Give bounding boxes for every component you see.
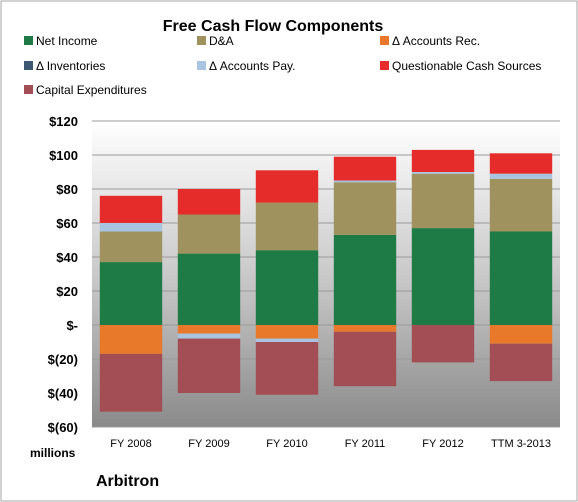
bar-accounts-pay bbox=[99, 223, 163, 232]
y-tick-label: $(20) bbox=[48, 352, 78, 367]
legend-label-net-income: Net Income bbox=[36, 34, 98, 48]
y-tick-label: $60 bbox=[56, 216, 78, 231]
bar-questionable-cash-sources bbox=[489, 153, 553, 174]
y-axis-unit-label: millions bbox=[30, 446, 76, 460]
company-name: Arbitron bbox=[96, 473, 159, 490]
bar-capital-expenditures bbox=[411, 325, 475, 363]
legend-label-inventories: Δ Inventories bbox=[36, 59, 105, 73]
bar-accounts-rec bbox=[255, 325, 319, 339]
legend-label-d-a: D&A bbox=[209, 34, 234, 48]
bar-questionable-cash-sources bbox=[99, 195, 163, 223]
x-tick-label: FY 2008 bbox=[110, 438, 151, 450]
legend-swatch-net-income bbox=[24, 36, 33, 45]
bar-questionable-cash-sources bbox=[177, 189, 241, 215]
bar-accounts-rec bbox=[177, 325, 241, 334]
bar-net-income bbox=[177, 253, 241, 325]
y-tick-label: $(40) bbox=[48, 386, 78, 401]
bar-accounts-rec bbox=[333, 325, 397, 332]
y-tick-label: $80 bbox=[56, 182, 78, 197]
legend-swatch-accounts-rec bbox=[380, 36, 389, 45]
y-tick-label: $40 bbox=[56, 250, 78, 265]
legend: Net Income D&A Δ Accounts Rec. Δ Inventorie… bbox=[24, 34, 541, 97]
bar-accounts-rec bbox=[489, 325, 553, 344]
bar-capital-expenditures bbox=[333, 331, 397, 387]
bar-questionable-cash-sources bbox=[333, 156, 397, 181]
bar-d-a bbox=[333, 182, 397, 235]
bar-net-income bbox=[99, 262, 163, 325]
bar-d-a bbox=[177, 214, 241, 254]
x-axis: FY 2008 FY 2009 FY 2010 FY 2011 FY 2012 TTM 3… bbox=[110, 438, 551, 450]
y-tick-label: $20 bbox=[56, 284, 78, 299]
x-tick-label: FY 2011 bbox=[345, 438, 386, 450]
bar-accounts-rec bbox=[99, 325, 163, 354]
legend-swatch-capital-expenditures bbox=[24, 85, 33, 94]
bar-capital-expenditures bbox=[255, 342, 319, 395]
chart-title: Free Cash Flow Components bbox=[163, 18, 384, 35]
bar-accounts-pay bbox=[333, 180, 397, 183]
bar-accounts-pay bbox=[489, 173, 553, 179]
legend-swatch-accounts-pay bbox=[197, 61, 206, 70]
bar-d-a bbox=[255, 202, 319, 251]
bar-accounts-pay bbox=[411, 172, 475, 174]
x-tick-label: TTM 3-2013 bbox=[491, 438, 551, 450]
legend-label-questionable-cash-sources: Questionable Cash Sources bbox=[392, 59, 541, 73]
plot-area bbox=[92, 121, 560, 427]
bar-capital-expenditures bbox=[99, 353, 163, 412]
x-tick-label: FY 2010 bbox=[266, 438, 307, 450]
legend-swatch-d-a bbox=[197, 36, 206, 45]
bar-net-income bbox=[255, 250, 319, 325]
bar-accounts-pay-neg bbox=[177, 333, 241, 339]
bar-net-income bbox=[411, 228, 475, 325]
bar-questionable-cash-sources bbox=[255, 170, 319, 203]
y-tick-label: $120 bbox=[49, 114, 78, 129]
y-tick-label: $100 bbox=[49, 148, 78, 163]
gridlines bbox=[92, 120, 560, 428]
x-tick-label: FY 2012 bbox=[422, 438, 463, 450]
bar-accounts-pay-neg bbox=[255, 338, 319, 342]
legend-swatch-questionable-cash-sources bbox=[380, 61, 389, 70]
y-axis: $120 $100 $80 $60 $40 $20 $- $(20) $(40) $(60) bbox=[48, 114, 78, 435]
bars bbox=[99, 149, 553, 412]
y-tick-label: $- bbox=[66, 318, 78, 333]
legend-label-capital-expenditures: Capital Expenditures bbox=[36, 83, 147, 97]
y-tick-label: $(60) bbox=[48, 420, 78, 435]
bar-d-a bbox=[489, 178, 553, 232]
bar-d-a bbox=[99, 231, 163, 263]
bar-net-income bbox=[489, 231, 553, 325]
legend-label-accounts-rec: Δ Accounts Rec. bbox=[392, 34, 480, 48]
legend-label-accounts-pay: Δ Accounts Pay. bbox=[209, 59, 296, 73]
bar-net-income bbox=[333, 234, 397, 325]
x-tick-label: FY 2009 bbox=[188, 438, 229, 450]
bar-capital-expenditures bbox=[177, 338, 241, 393]
bar-d-a bbox=[411, 173, 475, 229]
bar-capital-expenditures bbox=[489, 343, 553, 382]
legend-swatch-inventories bbox=[24, 61, 33, 70]
bar-questionable-cash-sources bbox=[411, 149, 475, 172]
